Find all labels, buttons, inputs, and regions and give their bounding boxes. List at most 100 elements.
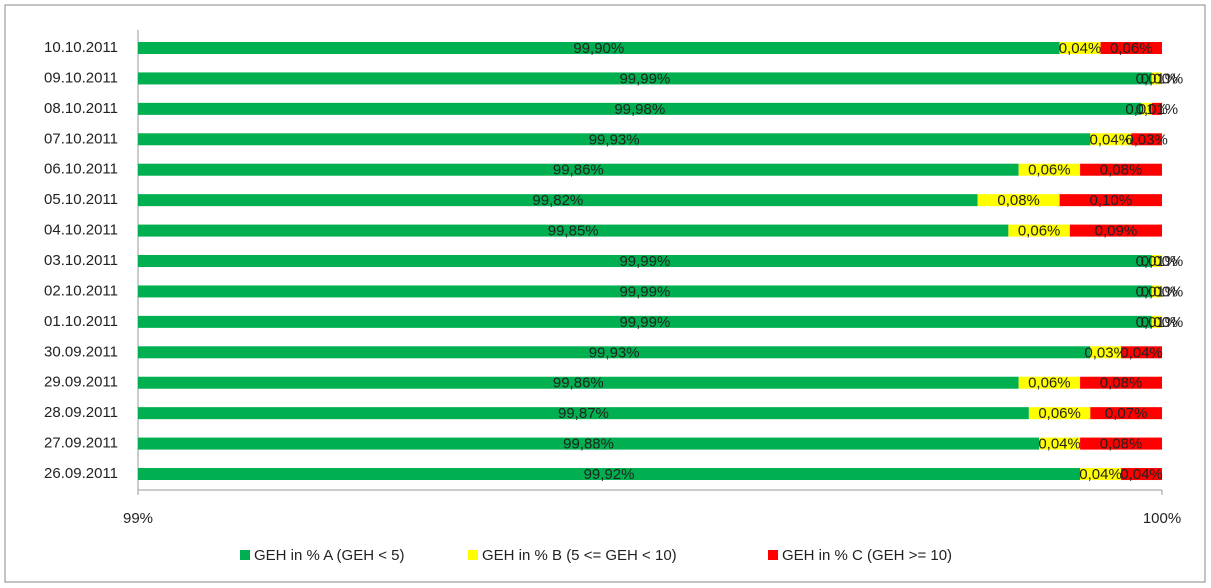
data-label: 99,99% — [619, 283, 670, 300]
data-label: 99,92% — [584, 466, 635, 483]
bar-segment — [1090, 346, 1122, 359]
bar-segment — [1121, 468, 1162, 481]
bar-segment — [1151, 72, 1162, 85]
y-tick-label: 06.10.2011 — [44, 161, 118, 178]
y-tick-label: 04.10.2011 — [44, 222, 118, 239]
bar-segment — [1069, 224, 1162, 237]
bar-segment — [1018, 376, 1081, 389]
data-label: 99,99% — [619, 314, 670, 331]
bar-segment — [1018, 163, 1081, 176]
bar-segment — [977, 194, 1060, 207]
data-label: 0,08% — [1100, 436, 1143, 453]
bar-segment — [1121, 346, 1162, 359]
bar-segment — [138, 437, 1040, 450]
bar-segment — [1100, 42, 1162, 54]
legend-label: GEH in % B (5 <= GEH < 10) — [482, 547, 677, 564]
y-tick-label: 26.09.2011 — [44, 465, 118, 482]
bar-segment — [1059, 42, 1101, 54]
data-label: 99,88% — [563, 436, 614, 453]
data-label: 99,86% — [553, 162, 604, 179]
bar-segment — [138, 407, 1029, 420]
data-label: 0,04% — [1120, 466, 1163, 483]
data-label: 99,93% — [589, 344, 640, 361]
y-tick-label: 03.10.2011 — [44, 252, 118, 269]
bar-segment — [1080, 437, 1162, 450]
data-label: 0,00% — [1141, 283, 1184, 300]
y-tick-label: 29.09.2011 — [44, 374, 118, 391]
y-tick-label: 08.10.2011 — [44, 100, 118, 117]
data-label: 99,82% — [532, 192, 583, 209]
data-label: 0,04% — [1079, 466, 1122, 483]
bar-segment — [138, 285, 1152, 298]
data-label: 0,00% — [1141, 70, 1184, 87]
data-label: 0,04% — [1038, 436, 1081, 453]
data-label: 99,93% — [589, 131, 640, 148]
bar-segment — [138, 72, 1152, 85]
data-label: 0,06% — [1038, 405, 1081, 422]
bar-segment — [138, 468, 1081, 481]
y-tick-label: 09.10.2011 — [44, 69, 118, 86]
bar-segment — [1080, 163, 1162, 176]
bar-segment — [138, 194, 978, 207]
data-label: 99,86% — [553, 375, 604, 392]
y-tick-label: 07.10.2011 — [44, 130, 118, 147]
data-label: 0,04% — [1090, 131, 1133, 148]
bar-segment — [1141, 102, 1152, 115]
bar-segment — [138, 163, 1019, 176]
data-label: 99,99% — [619, 253, 670, 270]
data-label: 0,06% — [1110, 40, 1153, 57]
legend-swatch — [468, 550, 478, 560]
legend-swatch — [240, 550, 250, 560]
data-label: 99,98% — [614, 101, 665, 118]
bar-segment — [1059, 194, 1162, 207]
data-label: 0,01% — [1136, 70, 1179, 87]
data-label: 0,00% — [1141, 253, 1184, 270]
bar-segment — [1080, 376, 1162, 389]
bar-segment — [1151, 102, 1162, 115]
data-label: 99,85% — [548, 223, 599, 240]
bar-segment — [1151, 315, 1162, 328]
bar-segment — [1151, 255, 1162, 268]
y-tick-label: 28.09.2011 — [44, 404, 118, 421]
data-label: 0,03% — [1084, 344, 1127, 361]
data-label: 0,09% — [1095, 223, 1138, 240]
bar-segment — [138, 224, 1009, 237]
bar-segment — [1090, 407, 1162, 420]
data-label: 0,08% — [997, 192, 1040, 209]
bar-segment — [1008, 224, 1070, 237]
bar-segment — [138, 42, 1060, 54]
x-tick-label: 100% — [1143, 510, 1181, 527]
data-label: 0,06% — [1028, 162, 1071, 179]
data-label: 0,03% — [1125, 131, 1168, 148]
y-tick-label: 01.10.2011 — [44, 313, 118, 330]
legend-label: GEH in % A (GEH < 5) — [254, 547, 404, 564]
y-tick-label: 02.10.2011 — [44, 282, 118, 299]
data-label: 0,06% — [1028, 375, 1071, 392]
bar-segment — [138, 315, 1152, 328]
bar-segment — [1151, 285, 1162, 298]
y-tick-label: 10.10.2011 — [44, 39, 118, 56]
bar-segment — [138, 346, 1091, 359]
data-label: 0,08% — [1100, 162, 1143, 179]
bar-segment — [1039, 437, 1081, 450]
legend-swatch — [768, 550, 778, 560]
data-label: 99,99% — [619, 70, 670, 87]
y-tick-label: 30.09.2011 — [44, 343, 118, 360]
bar-segment — [1080, 468, 1122, 481]
data-label: 0,01% — [1136, 253, 1179, 270]
data-label: 99,87% — [558, 405, 609, 422]
bar-segment — [138, 102, 1142, 115]
data-label: 0,06% — [1018, 223, 1061, 240]
y-tick-label: 05.10.2011 — [44, 191, 118, 208]
data-label: 99,90% — [573, 40, 624, 57]
bar-segment — [138, 376, 1019, 389]
y-tick-label: 27.09.2011 — [44, 435, 118, 452]
bar-segment — [138, 255, 1152, 268]
x-tick-label: 99% — [123, 510, 153, 527]
bar-segment — [1090, 133, 1132, 146]
data-label: 0,07% — [1105, 405, 1148, 422]
legend-label: GEH in % C (GEH >= 10) — [782, 547, 952, 564]
data-label: 0,04% — [1120, 344, 1163, 361]
data-label: 0,01% — [1136, 283, 1179, 300]
